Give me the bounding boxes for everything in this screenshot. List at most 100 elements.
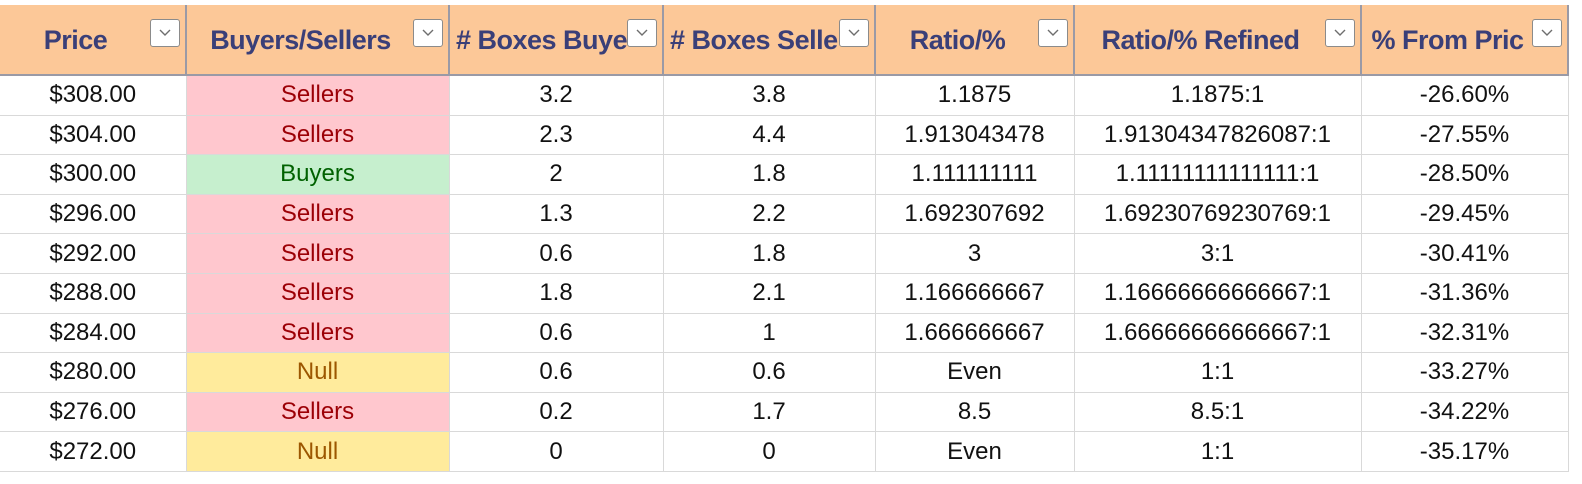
cell-pct-from-price[interactable]: -27.55%: [1361, 115, 1569, 156]
cell-price[interactable]: $272.00: [0, 431, 187, 472]
cell-pct-from-price[interactable]: -35.17%: [1361, 431, 1569, 472]
cell-pct-from-price[interactable]: -30.41%: [1361, 233, 1569, 274]
cell-ratio[interactable]: Even: [875, 352, 1075, 393]
cell-boxes-sellers[interactable]: 2.2: [663, 194, 876, 235]
cell-ratio[interactable]: 1.666666667: [875, 313, 1075, 354]
cell-ratio[interactable]: Even: [875, 431, 1075, 472]
cell-ratio[interactable]: 8.5: [875, 392, 1075, 433]
cell-boxes-buyers[interactable]: 2: [449, 154, 664, 195]
cell-pct-from-price[interactable]: -28.50%: [1361, 154, 1569, 195]
cell-boxes-buyers[interactable]: 0: [449, 431, 664, 472]
cell-ratio-refined[interactable]: 8.5:1: [1074, 392, 1362, 433]
cell-ratio-refined[interactable]: 1:1: [1074, 431, 1362, 472]
column-header-label: Ratio/%: [909, 24, 1006, 55]
cell-boxes-buyers[interactable]: 0.6: [449, 352, 664, 393]
column-header-buyers-sellers[interactable]: Buyers/Sellers: [186, 5, 450, 76]
cell-boxes-sellers[interactable]: 2.1: [663, 273, 876, 314]
cell-ratio-refined[interactable]: 1.16666666666667:1: [1074, 273, 1362, 314]
filter-button-ratio-refined[interactable]: [1325, 19, 1355, 47]
cell-price[interactable]: $284.00: [0, 313, 187, 354]
cell-boxes-buyers[interactable]: 0.2: [449, 392, 664, 433]
table-row: $296.00 Sellers 1.3 2.2 1.692307692 1.6923076…: [0, 194, 1569, 235]
cell-boxes-buyers[interactable]: 1.8: [449, 273, 664, 314]
cell-ratio[interactable]: 1.111111111: [875, 154, 1075, 195]
cell-pct-from-price[interactable]: -31.36%: [1361, 273, 1569, 314]
cell-price[interactable]: $304.00: [0, 115, 187, 156]
filter-button-ratio[interactable]: [1038, 19, 1068, 47]
cell-boxes-buyers[interactable]: 2.3: [449, 115, 664, 156]
cell-price[interactable]: $308.00: [0, 75, 187, 116]
cell-boxes-sellers[interactable]: 1: [663, 313, 876, 354]
cell-buyers-sellers[interactable]: Buyers: [186, 154, 450, 195]
column-header-boxes-buyers[interactable]: # Boxes Buye: [449, 5, 664, 76]
cell-price[interactable]: $288.00: [0, 273, 187, 314]
cell-ratio-refined[interactable]: 1.91304347826087:1: [1074, 115, 1362, 156]
cell-ratio-refined[interactable]: 1.66666666666667:1: [1074, 313, 1362, 354]
cell-boxes-sellers[interactable]: 1.8: [663, 233, 876, 274]
column-header-ratio-refined[interactable]: Ratio/% Refined: [1074, 5, 1362, 76]
column-header-label: Price: [43, 24, 108, 55]
cell-ratio[interactable]: 1.166666667: [875, 273, 1075, 314]
cell-pct-from-price[interactable]: -34.22%: [1361, 392, 1569, 433]
chevron-down-icon: [1047, 29, 1059, 36]
cell-pct-from-price[interactable]: -26.60%: [1361, 75, 1569, 116]
cell-boxes-buyers[interactable]: 1.3: [449, 194, 664, 235]
cell-ratio[interactable]: 3: [875, 233, 1075, 274]
cell-boxes-sellers[interactable]: 0.6: [663, 352, 876, 393]
cell-boxes-buyers[interactable]: 3.2: [449, 75, 664, 116]
column-header-price[interactable]: Price: [0, 5, 187, 76]
cell-buyers-sellers[interactable]: Null: [186, 431, 450, 472]
cell-buyers-sellers[interactable]: Sellers: [186, 392, 450, 433]
cell-price[interactable]: $276.00: [0, 392, 187, 433]
cell-price[interactable]: $300.00: [0, 154, 187, 195]
column-header-boxes-sellers[interactable]: # Boxes Selle: [663, 5, 876, 76]
header-row: Price Buyers/Sellers # Boxes Buye: [0, 5, 1569, 76]
cell-ratio[interactable]: 1.913043478: [875, 115, 1075, 156]
cell-buyers-sellers[interactable]: Sellers: [186, 233, 450, 274]
column-header-label: # Boxes Buye: [456, 24, 628, 55]
cell-boxes-buyers[interactable]: 0.6: [449, 233, 664, 274]
cell-boxes-sellers[interactable]: 1.7: [663, 392, 876, 433]
cell-ratio-refined[interactable]: 1.1875:1: [1074, 75, 1362, 116]
chevron-down-icon: [1541, 29, 1553, 36]
cell-boxes-sellers[interactable]: 3.8: [663, 75, 876, 116]
cell-price[interactable]: $280.00: [0, 352, 187, 393]
cell-ratio-refined[interactable]: 1.11111111111111:1: [1074, 154, 1362, 195]
column-header-label: % From Pric: [1371, 24, 1524, 55]
cell-buyers-sellers[interactable]: Sellers: [186, 313, 450, 354]
cell-ratio-refined[interactable]: 1.69230769230769:1: [1074, 194, 1362, 235]
cell-boxes-buyers[interactable]: 0.6: [449, 313, 664, 354]
filter-button-pct-from-price[interactable]: [1532, 19, 1562, 47]
cell-ratio[interactable]: 1.1875: [875, 75, 1075, 116]
filter-button-boxes-buyers[interactable]: [627, 19, 657, 47]
cell-ratio-refined[interactable]: 1:1: [1074, 352, 1362, 393]
top-strip: [0, 0, 1582, 5]
options-table: Price Buyers/Sellers # Boxes Buye: [0, 5, 1569, 472]
cell-boxes-sellers[interactable]: 4.4: [663, 115, 876, 156]
filter-button-buyers-sellers[interactable]: [413, 19, 443, 47]
cell-pct-from-price[interactable]: -32.31%: [1361, 313, 1569, 354]
cell-buyers-sellers[interactable]: Sellers: [186, 115, 450, 156]
table-row: $308.00 Sellers 3.2 3.8 1.1875 1.1875:1 -26.60…: [0, 75, 1569, 116]
cell-boxes-sellers[interactable]: 0: [663, 431, 876, 472]
cell-boxes-sellers[interactable]: 1.8: [663, 154, 876, 195]
cell-pct-from-price[interactable]: -33.27%: [1361, 352, 1569, 393]
cell-price[interactable]: $292.00: [0, 233, 187, 274]
column-header-pct-from-price[interactable]: % From Pric: [1361, 5, 1569, 76]
filter-button-boxes-sellers[interactable]: [839, 19, 869, 47]
column-header-label: Ratio/% Refined: [1101, 24, 1300, 55]
table-row: $276.00 Sellers 0.2 1.7 8.5 8.5:1 -34.22%: [0, 392, 1569, 433]
filter-button-price[interactable]: [150, 19, 180, 47]
cell-buyers-sellers[interactable]: Sellers: [186, 194, 450, 235]
cell-ratio[interactable]: 1.692307692: [875, 194, 1075, 235]
table-row: $280.00 Null 0.6 0.6 Even 1:1 -33.27%: [0, 352, 1569, 393]
cell-pct-from-price[interactable]: -29.45%: [1361, 194, 1569, 235]
table-body: $308.00 Sellers 3.2 3.8 1.1875 1.1875:1 -26.60…: [0, 75, 1569, 472]
column-header-ratio[interactable]: Ratio/%: [875, 5, 1075, 76]
cell-buyers-sellers[interactable]: Sellers: [186, 75, 450, 116]
cell-ratio-refined[interactable]: 3:1: [1074, 233, 1362, 274]
cell-buyers-sellers[interactable]: Sellers: [186, 273, 450, 314]
cell-buyers-sellers[interactable]: Null: [186, 352, 450, 393]
cell-price[interactable]: $296.00: [0, 194, 187, 235]
